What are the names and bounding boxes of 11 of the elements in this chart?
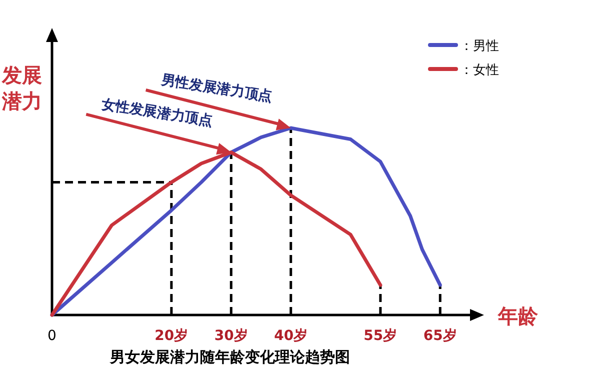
text: 男女发展潜力随年龄变化理论趋势图 <box>109 348 350 366</box>
x-tick-label: 40岁 <box>274 328 308 344</box>
legend-label: ：女性 <box>460 63 499 78</box>
x-axis-title: 年龄 <box>497 304 539 328</box>
x-tick-label: 55岁 <box>364 328 398 344</box>
x-tick-label: 30岁 <box>214 328 248 344</box>
x-tick-label: 20岁 <box>154 328 188 344</box>
y-axis-title: 发展潜力 <box>1 63 42 113</box>
legend-label: ：男性 <box>460 39 499 54</box>
x-tick-label: 0 <box>48 328 56 344</box>
x-tick-label: 65岁 <box>423 328 457 344</box>
